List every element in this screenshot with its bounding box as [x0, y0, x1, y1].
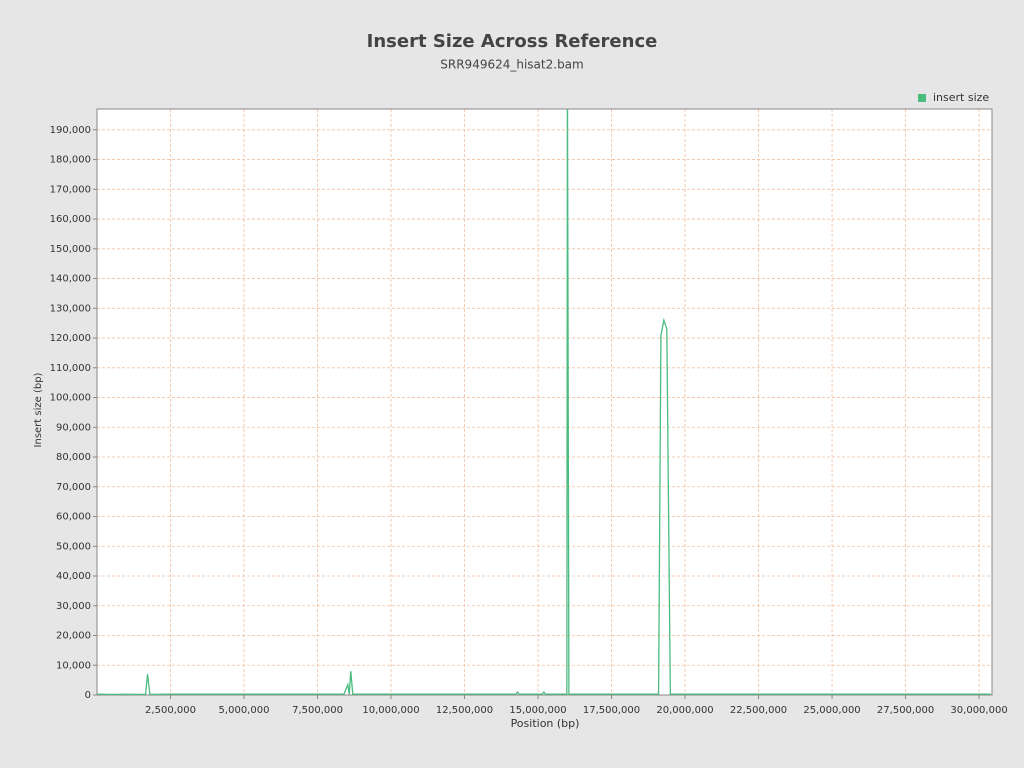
y-tick-label: 170,000 — [50, 184, 91, 195]
y-tick-label: 110,000 — [50, 363, 91, 374]
y-tick-label: 20,000 — [56, 631, 91, 642]
x-tick-label: 30,000,000 — [950, 705, 1007, 716]
x-tick-label: 22,500,000 — [730, 705, 787, 716]
y-tick-label: 190,000 — [50, 125, 91, 136]
y-tick-label: 40,000 — [56, 571, 91, 582]
series-line — [97, 109, 991, 695]
chart-title: Insert Size Across Reference — [367, 31, 658, 52]
y-tick-label: 80,000 — [56, 452, 91, 463]
y-tick-label: 150,000 — [50, 244, 91, 255]
legend-swatch — [918, 94, 926, 102]
x-axis-label: Position (bp) — [511, 717, 580, 730]
y-tick-label: 100,000 — [50, 393, 91, 404]
y-tick-label: 90,000 — [56, 422, 91, 433]
x-tick-label: 10,000,000 — [362, 705, 419, 716]
series-group — [97, 109, 991, 695]
x-tick-label: 15,000,000 — [509, 705, 566, 716]
y-tick-label: 120,000 — [50, 333, 91, 344]
y-tick-label: 140,000 — [50, 274, 91, 285]
x-tick-label: 20,000,000 — [656, 705, 713, 716]
y-tick-label: 50,000 — [56, 541, 91, 552]
x-tick-label: 25,000,000 — [803, 705, 860, 716]
plot-frame — [96, 108, 993, 696]
x-tick-label: 12,500,000 — [436, 705, 493, 716]
legend-label: insert size — [933, 91, 989, 104]
y-tick-label: 10,000 — [56, 660, 91, 671]
x-tick-label: 17,500,000 — [583, 705, 640, 716]
plot-area — [97, 109, 992, 695]
y-axis-label: Insert size (bp) — [33, 372, 44, 447]
y-tick-label: 160,000 — [50, 214, 91, 225]
y-tick-label: 30,000 — [56, 601, 91, 612]
x-tick-label: 5,000,000 — [219, 705, 270, 716]
y-tick-label: 130,000 — [50, 303, 91, 314]
x-tick-label: 27,500,000 — [877, 705, 934, 716]
y-tick-label: 70,000 — [56, 482, 91, 493]
x-tick-label: 7,500,000 — [292, 705, 343, 716]
chart-subtitle: SRR949624_hisat2.bam — [440, 58, 583, 72]
y-tick-label: 60,000 — [56, 512, 91, 523]
y-tick-label: 0 — [85, 690, 91, 701]
y-tick-label: 180,000 — [50, 155, 91, 166]
x-tick-label: 2,500,000 — [145, 705, 196, 716]
